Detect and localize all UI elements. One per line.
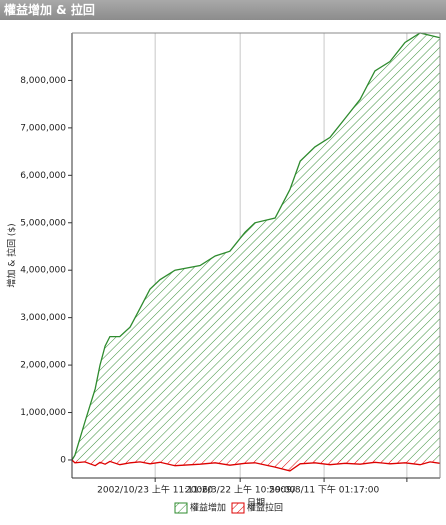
y-axis-title: 增加 & 拉回 ($) — [6, 223, 18, 287]
line — [71, 32, 441, 461]
x-axis-title: 日期 — [247, 498, 265, 509]
area — [72, 33, 440, 460]
y-tick-label: 1,000,000 — [20, 408, 66, 418]
x-tick-label: 2009/8/11 下午 01:17:00 — [269, 484, 380, 496]
y-tick-label: 5,000,000 — [20, 218, 66, 228]
y-tick-label: 0 — [60, 455, 66, 465]
x-tick-label: 2002/10/23 上午 11:11:20 — [97, 484, 213, 496]
line — [71, 459, 441, 472]
legend-label: 權益拉回 — [247, 502, 283, 514]
legend-swatch — [174, 502, 188, 514]
area — [72, 459, 440, 471]
y-tick-label: 4,000,000 — [20, 266, 66, 276]
y-tick-label: 8,000,000 — [20, 76, 66, 86]
x-tick-label: 2006/3/22 上午 10:59:00 — [185, 484, 296, 496]
y-tick-label: 6,000,000 — [20, 171, 66, 181]
y-tick-label: 2,000,000 — [20, 361, 66, 371]
title-bar: 權益增加 & 拉回 — [0, 0, 446, 20]
y-tick-label: 3,000,000 — [20, 313, 66, 323]
y-tick-label: 7,000,000 — [20, 123, 66, 133]
legend-label: 權益增加 — [190, 502, 226, 514]
legend-swatch — [231, 502, 245, 514]
